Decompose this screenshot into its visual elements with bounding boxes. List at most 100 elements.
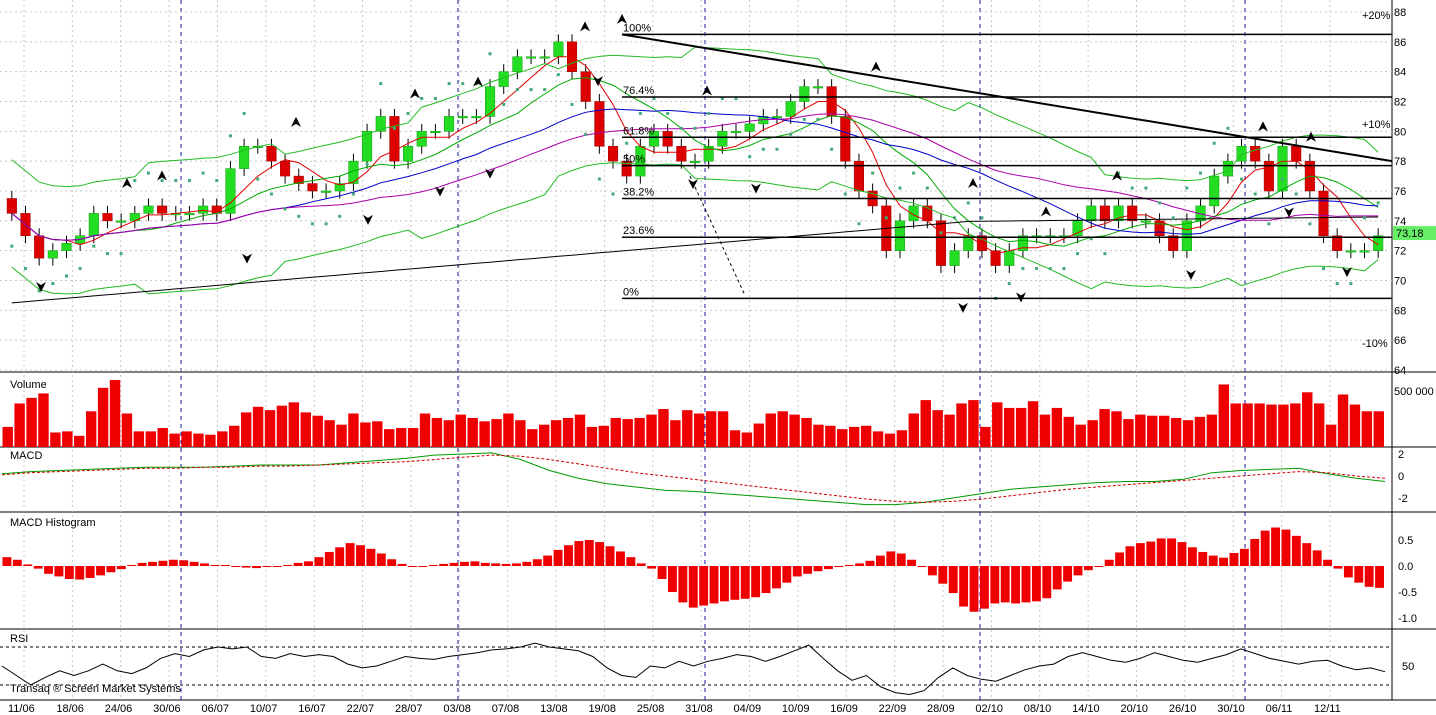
- histogram-bar: [1021, 566, 1031, 603]
- sar-dot: [570, 102, 574, 106]
- candle: [935, 220, 946, 266]
- histogram-bar: [470, 561, 480, 566]
- volume-bar: [312, 415, 323, 447]
- histogram-bar: [1375, 566, 1384, 588]
- sar-dot: [1199, 171, 1203, 175]
- volume-bar: [968, 400, 979, 447]
- sar-dot: [707, 111, 711, 115]
- candle: [976, 235, 987, 251]
- volume-bar: [1194, 416, 1206, 447]
- sar-dot: [37, 289, 41, 293]
- x-tick-label: 07/08: [492, 703, 520, 715]
- volume-bar: [896, 430, 908, 447]
- volume-bar: [1278, 404, 1289, 447]
- candle: [403, 146, 414, 162]
- fractal-up-arrow: [617, 13, 627, 24]
- fractal-up-arrow: [122, 178, 132, 189]
- x-tick-label: 02/10: [975, 703, 1003, 715]
- histogram-bar: [96, 566, 105, 576]
- volume-bar: [860, 425, 872, 447]
- sar-dot: [543, 88, 547, 92]
- x-tick-label: 06/11: [1266, 703, 1293, 715]
- candle: [457, 116, 468, 119]
- candle: [362, 131, 373, 162]
- volume-bar: [50, 432, 61, 447]
- candle: [293, 175, 304, 184]
- fractal-up-arrow: [702, 85, 712, 96]
- volume-bar: [372, 421, 383, 447]
- candle: [1373, 235, 1384, 251]
- fractal-down-arrow: [242, 253, 252, 264]
- histogram-bar: [210, 564, 220, 566]
- candle: [840, 116, 851, 162]
- sar-dot: [1171, 216, 1175, 220]
- volume-bar: [14, 403, 25, 447]
- sar-dot: [1035, 267, 1039, 271]
- price-tick-label: 70: [1394, 276, 1406, 288]
- sar-dot: [392, 126, 396, 130]
- volume-bar: [1147, 415, 1158, 447]
- candle: [157, 205, 168, 214]
- histogram-bar: [33, 566, 43, 569]
- footer-credit: Transaq ® Screen Market Systems: [10, 683, 181, 695]
- fractal-down-arrow: [1016, 292, 1026, 303]
- histogram-bar: [948, 566, 958, 594]
- histogram-bar: [564, 545, 573, 566]
- volume-bar: [789, 414, 800, 447]
- volume-bar: [1087, 420, 1098, 447]
- sar-dot: [789, 132, 793, 136]
- histogram-bar: [886, 551, 896, 566]
- x-tick-label: 24/06: [105, 703, 133, 715]
- sar-dot: [420, 97, 424, 101]
- sar-dot: [898, 186, 902, 190]
- price-tick-label: 74: [1394, 216, 1406, 228]
- x-tick-label: 06/07: [201, 703, 229, 715]
- histogram-bar: [657, 566, 667, 579]
- sar-dot: [1322, 267, 1326, 271]
- x-tick-label: 13/08: [540, 703, 568, 715]
- histogram-bar: [1011, 566, 1021, 604]
- rsi-line: [1, 642, 1386, 696]
- volume-bar: [384, 429, 395, 447]
- sar-dot: [679, 126, 683, 130]
- histogram-bar: [501, 563, 511, 566]
- volume-bar: [1039, 414, 1051, 447]
- fractal-up-arrow: [157, 170, 167, 181]
- sar-dot: [761, 147, 765, 151]
- volume-bar: [109, 380, 121, 447]
- sar-dot: [1212, 141, 1216, 145]
- fractal-down-arrow: [1186, 270, 1196, 281]
- candle: [621, 160, 632, 177]
- sar-dot: [556, 73, 560, 77]
- sar-dot: [324, 222, 328, 226]
- candle: [594, 101, 605, 147]
- histogram-bar: [823, 566, 833, 570]
- candle: [512, 56, 523, 72]
- histogram-bar: [1052, 566, 1062, 590]
- histogram-bar: [158, 560, 168, 566]
- volume-bar: [360, 422, 371, 447]
- histogram-bar: [647, 566, 657, 569]
- volume-bar: [181, 431, 192, 447]
- sar-dot: [379, 82, 383, 86]
- x-tick-label: 12/11: [1314, 703, 1341, 715]
- macd-signal-line: [1, 454, 1386, 503]
- sar-dot: [966, 201, 970, 205]
- volume-bar: [2, 426, 13, 447]
- candle: [444, 116, 455, 132]
- sar-dot: [338, 214, 342, 218]
- sar-dot: [1349, 281, 1353, 285]
- volume-bar: [252, 406, 264, 447]
- histogram-bar: [1198, 551, 1208, 566]
- volume-bar: [1266, 404, 1277, 447]
- volume-bar: [527, 429, 538, 447]
- bollinger-lower-line: [11, 162, 1379, 295]
- macd-tick-label: 0: [1398, 471, 1404, 483]
- histogram-bar: [678, 566, 688, 603]
- candle: [485, 86, 496, 117]
- fractal-down-arrow: [36, 281, 46, 292]
- histogram-bar: [106, 566, 116, 573]
- volume-bar: [217, 431, 228, 447]
- fractal-up-arrow: [871, 61, 881, 72]
- histogram-bar: [189, 561, 199, 566]
